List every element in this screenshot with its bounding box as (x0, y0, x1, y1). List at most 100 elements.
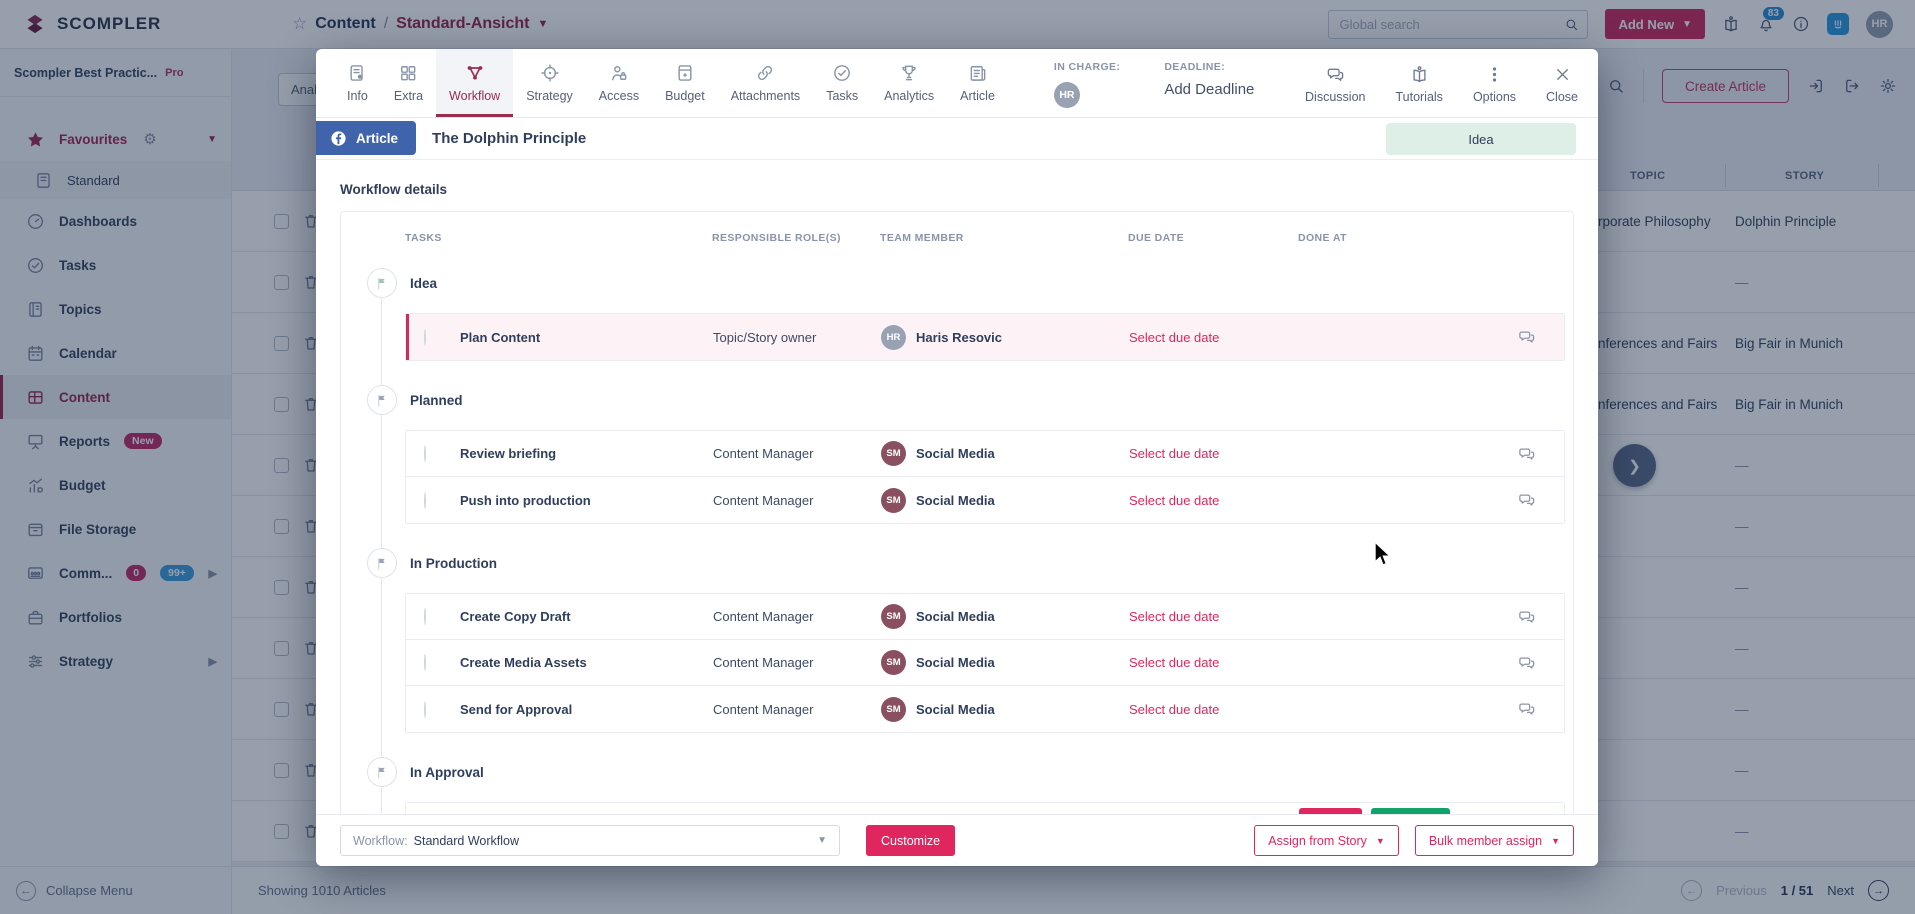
trash-icon[interactable] (302, 822, 320, 840)
global-search[interactable] (1328, 9, 1589, 39)
sidebar-item-dashboards[interactable]: Dashboards (0, 199, 231, 243)
chevron-down-icon[interactable]: ▼ (207, 133, 217, 145)
row-checkbox[interactable] (274, 519, 289, 534)
tab-tasks[interactable]: Tasks (813, 49, 871, 117)
task-row-provide-feedback[interactable]: Provide feedback Approver Benita Daube S… (406, 803, 1564, 814)
trash-icon[interactable] (302, 395, 320, 413)
favourite-star-icon[interactable]: ☆ (292, 14, 308, 33)
trash-icon[interactable] (302, 761, 320, 779)
reject-button[interactable]: Reject (1299, 807, 1363, 814)
task-checkbox[interactable] (424, 491, 426, 509)
next-page-icon[interactable]: → (1868, 880, 1889, 901)
trash-icon[interactable] (302, 456, 320, 474)
search-icon[interactable] (1607, 77, 1625, 95)
row-checkbox[interactable] (274, 763, 289, 778)
select-due-date-link[interactable]: Select due date (1129, 655, 1220, 670)
breadcrumb-section[interactable]: Content (315, 15, 376, 32)
row-checkbox[interactable] (274, 336, 289, 351)
task-row-plan-content[interactable]: Plan Content Topic/Story owner HR Haris R… (406, 314, 1564, 360)
sidebar-item-strategy[interactable]: Strategy ▶ (0, 639, 231, 683)
discussion-button[interactable]: Discussion (1305, 51, 1365, 117)
tab-workflow[interactable]: Workflow (436, 49, 514, 117)
create-article-button[interactable]: Create Article (1661, 69, 1789, 103)
sidebar-item-reports[interactable]: Reports New (0, 419, 231, 463)
sidebar-item-favourites[interactable]: Favourites ⚙ ▼ (0, 117, 231, 161)
tab-strategy[interactable]: Strategy (513, 49, 586, 117)
approve-button[interactable]: Approve (1371, 807, 1450, 814)
in-charge-avatar[interactable]: HR (1053, 82, 1080, 108)
bulk-member-assign-button[interactable]: Bulk member assign ▼ (1414, 825, 1574, 856)
previous-label[interactable]: Previous (1716, 883, 1767, 898)
row-checkbox[interactable] (274, 580, 289, 595)
tab-access[interactable]: Access (586, 49, 652, 117)
add-new-button[interactable]: Add New ▼ (1605, 9, 1705, 39)
tab-extra[interactable]: Extra (381, 49, 436, 117)
task-checkbox[interactable] (424, 608, 426, 625)
tab-article[interactable]: Article (947, 49, 1008, 117)
task-comment-icon[interactable] (1518, 608, 1564, 626)
sidebar-item-tasks[interactable]: Tasks (0, 243, 231, 287)
assign-from-story-button[interactable]: Assign from Story ▼ (1254, 825, 1399, 856)
trash-icon[interactable] (302, 517, 320, 535)
global-search-input[interactable] (1339, 16, 1565, 32)
row-checkbox[interactable] (274, 275, 289, 290)
whats-new-icon[interactable] (1722, 15, 1740, 33)
sidebar-item-community[interactable]: Comm... 0 99+ ▶ (0, 551, 231, 595)
messenger-icon[interactable] (1827, 13, 1849, 35)
row-checkbox[interactable] (274, 458, 289, 473)
select-due-date-link[interactable]: Select due date (1129, 701, 1220, 717)
tab-attachments[interactable]: Attachments (718, 49, 813, 117)
task-comment-icon[interactable] (1518, 700, 1564, 718)
export-icon[interactable] (1843, 77, 1861, 95)
trash-icon[interactable] (302, 334, 320, 352)
previous-page-icon[interactable]: ← (1681, 880, 1703, 901)
task-row-send-for-approval[interactable]: Send for Approval Content Manager SM Soci… (406, 686, 1564, 732)
sidebar-item-topics[interactable]: Topics (0, 287, 231, 331)
task-row-review-briefing[interactable]: Review briefing Content Manager SM Social… (406, 431, 1564, 477)
task-checkbox[interactable] (424, 328, 426, 346)
add-deadline-button[interactable]: Add Deadline (1164, 81, 1255, 98)
task-comment-icon[interactable] (1518, 491, 1564, 509)
trash-icon[interactable] (302, 639, 320, 657)
select-due-date-link[interactable]: Select due date (1129, 609, 1220, 624)
sidebar-item-file-storage[interactable]: File Storage (0, 507, 231, 551)
task-row-create-copy-draft[interactable]: Create Copy Draft Content Manager SM Soci… (406, 594, 1564, 640)
next-page-circle-button[interactable]: ❯ (1613, 444, 1656, 487)
tutorials-button[interactable]: Tutorials (1395, 51, 1443, 117)
workflow-select[interactable]: Workflow: Standard Workflow ▼ (340, 825, 840, 856)
next-label[interactable]: Next (1827, 883, 1854, 898)
sidebar-item-calendar[interactable]: Calendar (0, 331, 231, 375)
scompler-logo[interactable]: SCOMPLER (0, 11, 232, 37)
sidebar-item-portfolios[interactable]: Portfolios (0, 595, 231, 639)
notifications-bell-icon[interactable]: 83 (1757, 7, 1784, 33)
customize-button[interactable]: Customize (866, 825, 956, 856)
task-comment-icon[interactable] (1518, 654, 1564, 672)
select-due-date-link[interactable]: Select due date (1129, 446, 1220, 461)
tab-info[interactable]: Info (334, 49, 381, 117)
trash-icon[interactable] (302, 700, 320, 718)
tab-analytics[interactable]: Analytics (871, 49, 947, 117)
row-checkbox[interactable] (274, 641, 289, 656)
gear-icon[interactable]: ⚙ (143, 131, 157, 148)
collapse-menu-button[interactable]: ← Collapse Menu (0, 866, 232, 914)
sidebar-item-budget[interactable]: Budget (0, 463, 231, 507)
task-checkbox[interactable] (424, 654, 426, 671)
info-icon[interactable] (1792, 15, 1810, 33)
column-header-topic[interactable]: TOPIC (1630, 169, 1666, 182)
row-checkbox[interactable] (274, 397, 289, 412)
row-checkbox[interactable] (274, 214, 289, 229)
trash-icon[interactable] (302, 578, 320, 596)
select-due-date-link[interactable]: Select due date (1129, 329, 1220, 345)
task-comment-icon[interactable] (1518, 445, 1564, 463)
task-row-push-into-production[interactable]: Push into production Content Manager SM S… (406, 477, 1564, 523)
options-button[interactable]: Options (1473, 51, 1516, 117)
trash-icon[interactable] (302, 212, 320, 230)
task-comment-icon[interactable] (1518, 328, 1564, 346)
status-badge[interactable]: Idea (1386, 123, 1576, 155)
row-checkbox[interactable] (274, 824, 289, 839)
import-icon[interactable] (1807, 77, 1825, 95)
user-avatar[interactable]: HR (1866, 10, 1893, 38)
breadcrumb-view[interactable]: Standard-Ansicht (396, 15, 530, 32)
article-type-badge[interactable]: Article (316, 121, 417, 155)
trash-icon[interactable] (302, 273, 320, 291)
